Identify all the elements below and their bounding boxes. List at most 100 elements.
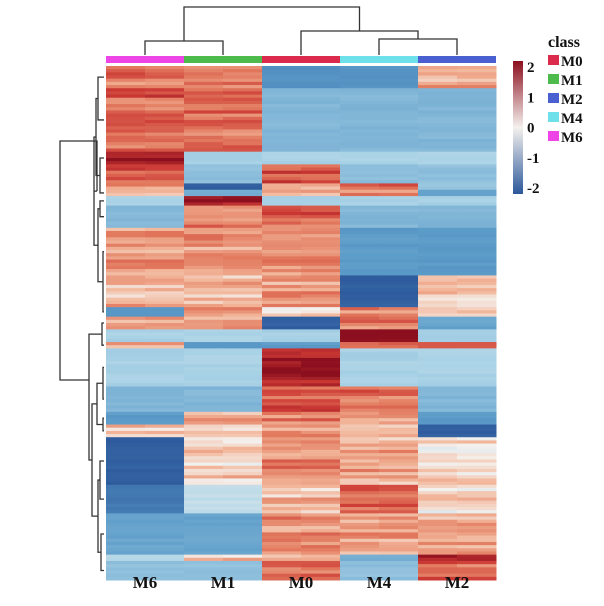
heatmap-cell <box>457 389 497 394</box>
dendrogram-branch <box>102 417 104 432</box>
heatmap-cell <box>457 548 497 552</box>
heatmap-cell <box>379 183 419 188</box>
heatmap-cell <box>262 243 302 248</box>
heatmap-cell <box>301 66 341 70</box>
heatmap-cell <box>457 113 497 118</box>
heatmap-cell <box>301 265 341 270</box>
heatmap-cell <box>418 129 458 134</box>
heatmap-cell <box>418 177 458 181</box>
heatmap-cell <box>379 335 419 340</box>
heatmap-cell <box>340 170 380 175</box>
heatmap-cell <box>340 545 380 549</box>
heatmap-cell <box>418 541 458 546</box>
heatmap-cell <box>145 246 185 251</box>
heatmap-cell <box>145 548 185 552</box>
legend-label-m2: M2 <box>561 92 583 108</box>
heatmap-cell <box>301 399 341 403</box>
heatmap-cell <box>106 326 146 330</box>
heatmap-cell <box>262 459 302 464</box>
heatmap-cell <box>301 342 341 346</box>
heatmap-cell <box>184 554 224 559</box>
heatmap-cell <box>418 503 458 508</box>
heatmap-cell <box>145 437 185 441</box>
heatmap-cell <box>106 180 146 184</box>
heatmap-cell <box>262 192 302 197</box>
heatmap-cell <box>457 307 497 311</box>
heatmap-cell <box>457 135 497 140</box>
heatmap-cell <box>184 123 224 127</box>
heatmap-cell <box>262 456 302 460</box>
heatmap-cell <box>301 253 341 257</box>
heatmap-cell <box>262 100 302 105</box>
heatmap-cell <box>418 88 458 92</box>
heatmap-cell <box>457 119 497 124</box>
heatmap-cell <box>457 361 497 365</box>
heatmap-cell <box>301 538 341 543</box>
heatmap-cell <box>262 151 302 156</box>
heatmap-cell <box>262 221 302 226</box>
heatmap-cell <box>106 272 146 276</box>
heatmap-cell <box>262 205 302 210</box>
heatmap-cell <box>301 75 341 80</box>
heatmap-cell <box>145 243 185 248</box>
heatmap-cell <box>223 78 263 83</box>
heatmap-cell <box>457 167 497 172</box>
heatmap-cell <box>418 557 458 562</box>
heatmap-cell <box>379 383 419 387</box>
heatmap-cell <box>145 383 185 387</box>
heatmap-cell <box>418 281 458 286</box>
heatmap-cell <box>340 370 380 375</box>
heatmap-cell <box>418 161 458 165</box>
heatmap-cell <box>106 291 146 295</box>
heatmap-cell <box>223 224 263 229</box>
heatmap-cell <box>106 278 146 283</box>
heatmap-cell <box>106 564 146 568</box>
heatmap-cell <box>145 402 185 406</box>
heatmap-cell <box>262 142 302 146</box>
heatmap-cell <box>145 72 185 77</box>
heatmap-cell <box>184 560 224 565</box>
heatmap-cell <box>184 167 224 172</box>
heatmap-cell <box>223 129 263 134</box>
heatmap-cell <box>457 129 497 134</box>
heatmap-cell <box>340 373 380 378</box>
heatmap-cell <box>418 66 458 70</box>
heatmap-cell <box>145 329 185 334</box>
heatmap-cell <box>145 142 185 146</box>
heatmap-cell <box>262 411 302 416</box>
heatmap-cell <box>340 440 380 445</box>
heatmap-cell <box>379 66 419 70</box>
heatmap-cell <box>262 468 302 473</box>
heatmap-cell <box>457 208 497 213</box>
heatmap-cell <box>340 221 380 226</box>
heatmap-cell <box>379 81 419 86</box>
heatmap-cell <box>457 323 497 327</box>
heatmap-cell <box>184 211 224 216</box>
heatmap-cell <box>106 554 146 559</box>
heatmap-cell <box>106 113 146 118</box>
heatmap-cell <box>223 243 263 248</box>
heatmap-cell <box>379 145 419 149</box>
heatmap-cell <box>184 329 224 334</box>
heatmap-cell <box>301 497 341 502</box>
heatmap-cell <box>106 443 146 448</box>
heatmap-cell <box>106 570 146 575</box>
heatmap-cell <box>262 383 302 387</box>
heatmap-cell <box>379 380 419 384</box>
heatmap-cell <box>223 94 263 99</box>
heatmap-cell <box>418 148 458 153</box>
heatmap-cell <box>262 487 302 492</box>
heatmap-cell <box>223 497 263 502</box>
heatmap-cell <box>457 487 497 492</box>
heatmap-cell <box>262 462 302 467</box>
heatmap-cell <box>301 503 341 508</box>
heatmap-cell <box>184 326 224 330</box>
heatmap-cell <box>106 484 146 489</box>
heatmap-cell <box>106 310 146 314</box>
heatmap-cell <box>106 72 146 77</box>
heatmap-cell <box>223 183 263 188</box>
heatmap-cell <box>106 316 146 321</box>
heatmap-cell <box>184 316 224 321</box>
heatmap-cell <box>301 573 341 578</box>
heatmap-cell <box>301 535 341 540</box>
